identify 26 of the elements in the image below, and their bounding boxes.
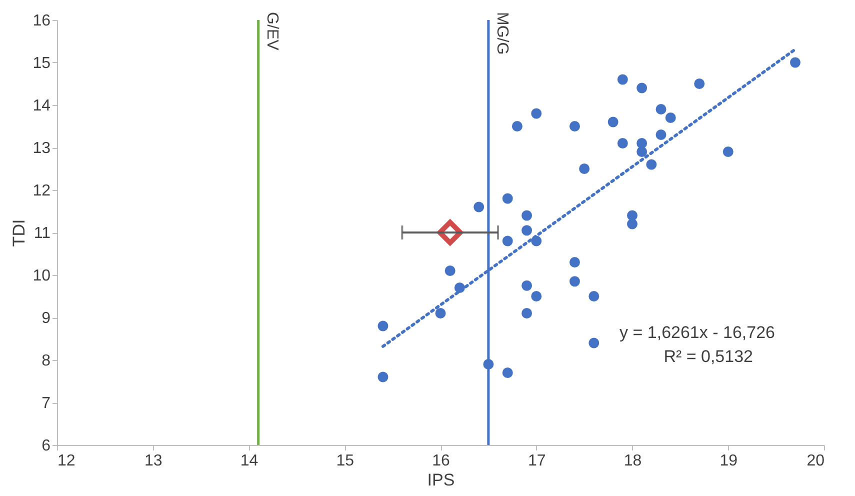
y-tick-label: 12: [32, 182, 51, 200]
y-axis-title: TDI: [10, 219, 29, 247]
y-tick-label: 7: [42, 395, 51, 412]
annotation: y = 1,6261x - 16,726: [620, 323, 775, 342]
x-axis-title: IPS: [427, 470, 455, 490]
annotation: R² = 0,5132: [664, 347, 753, 366]
y-tick-label: 8: [42, 352, 51, 370]
x-tick-label: 12: [58, 452, 76, 470]
x-tick-label: 16: [432, 452, 450, 470]
y-tick-label: 9: [42, 310, 51, 327]
x-tick-label: 20: [806, 452, 825, 470]
y-tick-label: 6: [42, 438, 51, 454]
y-tick-label: 10: [32, 268, 51, 284]
x-tick-label: 19: [720, 452, 738, 470]
x-tick-label: 18: [624, 452, 642, 470]
x-tick-label: 13: [144, 452, 162, 470]
x-tick-label: 14: [240, 452, 258, 470]
x-tick-label: 15: [336, 452, 354, 470]
y-tick-label: 15: [32, 55, 51, 72]
x-tick-label: 17: [528, 452, 546, 470]
y-tick-label: 13: [32, 140, 51, 157]
ref-line-label: G/EV: [263, 12, 280, 51]
y-tick-label: 16: [32, 12, 51, 30]
y-tick-label: 11: [34, 225, 51, 242]
y-tick-label: 14: [32, 98, 51, 114]
ref-line-label: MG/G: [493, 12, 510, 55]
